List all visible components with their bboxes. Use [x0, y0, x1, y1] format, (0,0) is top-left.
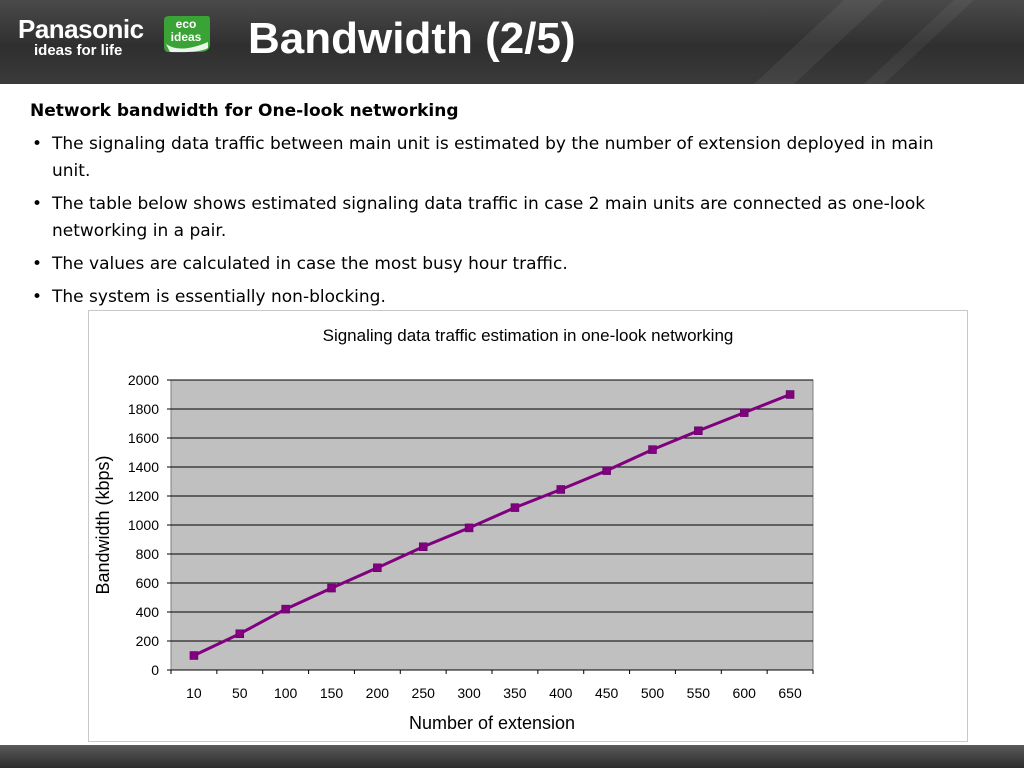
- leaf-icon: [164, 16, 210, 53]
- data-point: [235, 629, 245, 638]
- x-tick-label: 100: [274, 685, 298, 701]
- brand-tagline: ideas for life: [34, 42, 123, 59]
- slide-footer: [0, 745, 1024, 768]
- line-chart: 0 200 400 600 800 1000 1200 1400 1600 1800 2000 10 5…: [93, 326, 814, 733]
- slide-header: Panasonic ideas for life eco ideas Bandw…: [0, 0, 1024, 84]
- data-point: [373, 563, 382, 573]
- x-tick-label: 10: [186, 685, 202, 701]
- data-point: [464, 523, 474, 533]
- x-tick-label: 450: [595, 685, 619, 701]
- bullet-item: • The table below shows estimated signal…: [30, 191, 970, 245]
- x-tick-label: 500: [641, 685, 665, 701]
- x-tick-label: 250: [412, 685, 436, 701]
- data-point: [510, 503, 520, 512]
- bullet-text: The table below shows estimated signalin…: [52, 194, 926, 241]
- bullet-item: • The system is essentially non-blocking…: [30, 284, 970, 311]
- y-tick-label: 1000: [128, 517, 159, 533]
- brand-logo: Panasonic: [18, 14, 144, 44]
- x-tick-label: 50: [232, 685, 248, 701]
- y-tick-label: 1800: [128, 401, 159, 417]
- data-point: [739, 408, 749, 417]
- series-line: [193, 393, 791, 657]
- data-point: [281, 604, 290, 614]
- y-tick-label: 400: [136, 604, 160, 620]
- chart-title: Signaling data traffic estimation in one…: [323, 326, 734, 345]
- eco-badge-line-2: ideas: [170, 30, 202, 44]
- y-tick-label: 800: [136, 546, 160, 562]
- y-axis-label: Bandwidth (kbps): [93, 455, 113, 594]
- y-tick-label: 1600: [128, 430, 159, 446]
- slide-title: Bandwidth (2/5): [248, 14, 576, 63]
- eco-ideas-badge: eco ideas: [160, 14, 212, 54]
- x-tick-label: 650: [778, 685, 802, 701]
- bullet-dot: •: [32, 254, 43, 274]
- y-tick-label: 0: [151, 662, 159, 678]
- bullet-item: • The signaling data traffic between mai…: [30, 131, 970, 185]
- header-decoration: [754, 0, 974, 84]
- y-tick-label: 200: [136, 633, 160, 649]
- bullet-dot: •: [32, 134, 43, 154]
- data-point: [602, 466, 611, 475]
- x-tick-label: 550: [687, 685, 711, 701]
- x-tick-label: 400: [549, 685, 573, 701]
- x-tick-label: 200: [366, 685, 390, 701]
- x-tick-label: 150: [320, 685, 344, 701]
- data-point: [648, 445, 657, 454]
- chart-container: 0 200 400 600 800 1000 1200 1400 1600 1800 2000 10 5…: [88, 310, 968, 742]
- data-point: [785, 390, 795, 399]
- bullet-dot: •: [32, 287, 43, 307]
- section-heading: Network bandwidth for One-look networkin…: [30, 101, 459, 121]
- x-tick-label: 300: [457, 685, 481, 701]
- data-point: [556, 485, 566, 494]
- bullet-text: The values are calculated in case the mo…: [52, 254, 568, 274]
- slide-content: Network bandwidth for One-look networkin…: [30, 98, 970, 311]
- bullet-text: The system is essentially non-blocking.: [52, 287, 386, 307]
- bullet-text: The signaling data traffic between main …: [52, 134, 934, 181]
- data-point: [418, 542, 428, 551]
- y-tick-label: 1400: [128, 459, 159, 475]
- data-point: [327, 583, 336, 593]
- x-tick-label: 600: [733, 685, 757, 701]
- bullet-dot: •: [32, 194, 43, 214]
- x-axis-label: Number of extension: [409, 713, 575, 733]
- y-tick-label: 600: [136, 575, 160, 591]
- bullet-item: • The values are calculated in case the …: [30, 251, 970, 278]
- data-point: [189, 651, 199, 660]
- x-tick-label: 350: [503, 685, 527, 701]
- data-point: [694, 426, 703, 435]
- y-tick-label: 1200: [128, 488, 159, 504]
- eco-badge-line-1: eco: [175, 17, 197, 31]
- y-tick-label: 2000: [128, 372, 159, 388]
